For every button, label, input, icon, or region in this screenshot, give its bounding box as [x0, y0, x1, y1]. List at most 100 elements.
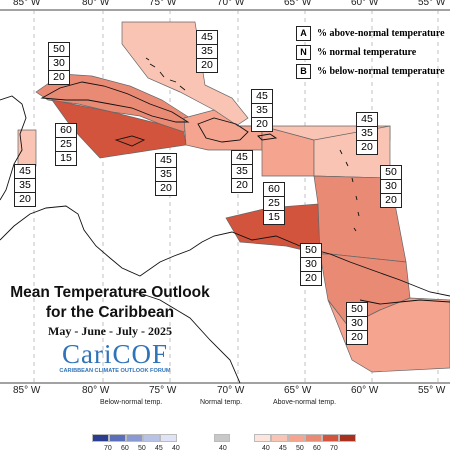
- lon-label-top: 85° W: [13, 0, 41, 8]
- colorbar-below-title: Below-normal temp.: [100, 399, 163, 406]
- colorbar-tick: 70: [104, 445, 112, 452]
- legend-text-below: % below-normal temperature: [317, 66, 445, 77]
- lon-label-top: 55° W: [418, 0, 446, 8]
- central-america-coast: [0, 205, 450, 297]
- legend-row-normal: N % normal temperature: [296, 43, 450, 62]
- colorbar-tick: 40: [219, 445, 227, 452]
- guiana-coast: [359, 299, 450, 305]
- prob-box-northern-leewards: 45 35 20: [356, 112, 378, 155]
- prob-normal: 35: [197, 45, 217, 59]
- colorbar-swatch-above: [288, 434, 305, 442]
- prob-box-bahamas: 45 35 20: [196, 30, 218, 73]
- map-title-block: Mean Temperature Outlook for the Caribbe…: [0, 283, 220, 339]
- prob-normal: 30: [301, 258, 321, 272]
- legend-row-above: A % above-normal temperature: [296, 24, 450, 43]
- prob-below: 15: [268, 211, 280, 223]
- prob-normal: 25: [264, 197, 284, 211]
- colorbar-swatch-below: [92, 434, 109, 442]
- prob-normal: 35: [232, 165, 252, 179]
- legend-key-below: B: [296, 64, 311, 79]
- colorbar-swatch-below: [160, 434, 177, 442]
- forecast-period: May - June - July - 2025: [48, 324, 172, 338]
- colorbar-tick: 50: [138, 445, 146, 452]
- prob-normal: 25: [56, 138, 76, 152]
- prob-box-jamaica-cayman: 60 25 15: [55, 123, 77, 166]
- prob-below: 20: [361, 141, 373, 153]
- prob-normal: 30: [381, 180, 401, 194]
- colorbar-swatch-normal: [214, 434, 230, 442]
- colorbar-tick: 45: [279, 445, 287, 452]
- lon-label-bottom: 80° W: [82, 385, 110, 396]
- colorbar-swatch-above: [254, 434, 271, 442]
- prob-above: 45: [232, 151, 252, 165]
- prob-above: 45: [156, 154, 176, 168]
- colorbar-tick: 40: [172, 445, 180, 452]
- colorbar-swatch-above: [339, 434, 356, 442]
- legend-key-normal: N: [296, 45, 311, 60]
- lon-label-top: 80° W: [82, 0, 110, 8]
- lon-label-bottom: 60° W: [351, 385, 379, 396]
- prob-box-belize: 45 35 20: [14, 164, 36, 207]
- lon-label-bottom: 75° W: [149, 385, 177, 396]
- lon-label-top: 60° W: [351, 0, 379, 8]
- prob-normal: 35: [252, 104, 272, 118]
- prob-normal: 35: [156, 168, 176, 182]
- prob-normal: 35: [357, 127, 377, 141]
- colorbar-tick: 40: [262, 445, 270, 452]
- logo-wordmark: CariCOF: [61, 339, 168, 369]
- prob-box-central-caribbean: 45 35 20: [155, 153, 177, 196]
- hispaniola-coast: [197, 117, 249, 143]
- colorbar-swatch-above: [271, 434, 288, 442]
- lon-label-top: 75° W: [149, 0, 177, 8]
- colorbar-swatch-below: [109, 434, 126, 442]
- colorbar-tick: 60: [121, 445, 129, 452]
- prob-below: 20: [305, 272, 317, 284]
- prob-above: 45: [252, 90, 272, 104]
- prob-box-cuba: 50 30 20: [48, 42, 70, 85]
- prob-box-windwards: 50 30 20: [380, 165, 402, 208]
- cuba-coast: [40, 81, 190, 123]
- map-title-line2: for the Caribbean: [45, 304, 175, 321]
- prob-above: 50: [49, 43, 69, 57]
- prob-above: 50: [301, 244, 321, 258]
- probability-legend: A % above-normal temperature N % normal …: [296, 24, 450, 81]
- prob-box-guianas: 50 30 20: [346, 302, 368, 345]
- prob-box-haiti-south: 45 35 20: [231, 150, 253, 193]
- coastlines: [0, 57, 450, 384]
- prob-above: 50: [381, 166, 401, 180]
- prob-normal: 30: [347, 317, 367, 331]
- legend-row-below: B % below-normal temperature: [296, 62, 450, 81]
- prob-below: 15: [60, 152, 72, 164]
- colorbar-swatch-below: [143, 434, 160, 442]
- legend-key-above: A: [296, 26, 311, 41]
- colorbar-normal-title: Normal temp.: [200, 399, 243, 406]
- prob-above: 60: [56, 124, 76, 138]
- colorbar-tick: 60: [313, 445, 321, 452]
- prob-below: 20: [351, 331, 363, 343]
- colorbar-tick: 50: [296, 445, 304, 452]
- colorbar-swatch-above: [305, 434, 322, 442]
- prob-normal: 35: [15, 179, 35, 193]
- lon-label-bottom: 70° W: [217, 385, 245, 396]
- prob-below: 20: [53, 71, 65, 83]
- lon-label-top: 65° W: [284, 0, 312, 8]
- prob-below: 20: [160, 182, 172, 194]
- jamaica-coast: [114, 135, 146, 147]
- lesser-antilles: [339, 149, 360, 232]
- prob-box-trinidad: 50 30 20: [300, 243, 322, 286]
- colorbar-swatch-above: [322, 434, 339, 442]
- region-belize: [17, 129, 37, 167]
- colorbar-above-title: Above-normal temp.: [273, 399, 337, 406]
- prob-below: 20: [385, 194, 397, 206]
- map-title: Mean Temperature Outlook: [10, 284, 210, 301]
- yucatan-coast: [0, 95, 27, 201]
- prob-above: 60: [264, 183, 284, 197]
- lon-label-top: 70° W: [217, 0, 245, 8]
- lon-label-bottom: 55° W: [418, 385, 446, 396]
- south-coast: [129, 289, 241, 384]
- prob-below: 20: [256, 118, 268, 130]
- colorbar-swatch-below: [126, 434, 143, 442]
- legend-text-normal: % normal temperature: [317, 47, 417, 58]
